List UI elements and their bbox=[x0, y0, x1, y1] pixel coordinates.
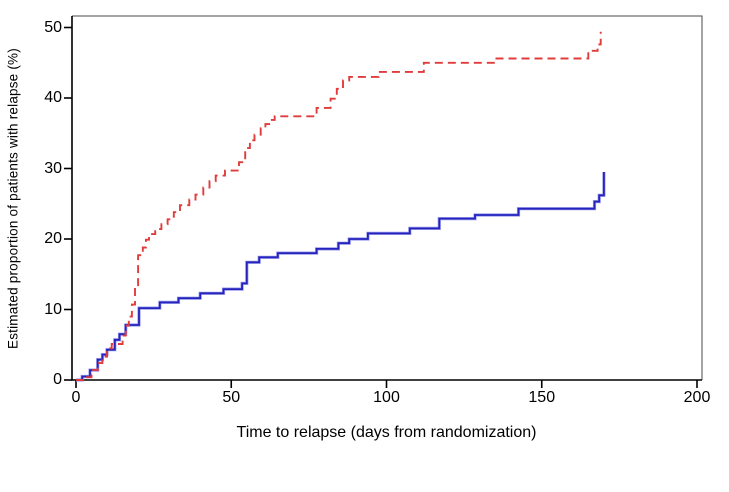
y-tick-label: 0 bbox=[53, 371, 62, 388]
y-tick-label: 20 bbox=[44, 230, 62, 247]
y-tick-label: 40 bbox=[44, 89, 62, 106]
y-tick-label: 30 bbox=[44, 159, 62, 177]
y-axis-title: Estimated proportion of patients with re… bbox=[5, 48, 21, 350]
legend: Desvenlafaxine Extended-Release Tablets … bbox=[0, 455, 729, 489]
plot-frame bbox=[72, 15, 703, 380]
series-desvenlafaxine-line bbox=[76, 172, 605, 381]
series-desvenlafaxine-halo bbox=[76, 172, 606, 382]
y-tick-label: 10 bbox=[44, 300, 62, 318]
x-tick-label: 50 bbox=[222, 389, 241, 406]
y-tick-label: 50 bbox=[44, 18, 62, 36]
axis-lines bbox=[71, 16, 702, 381]
x-tick-label: 150 bbox=[528, 389, 556, 406]
x-tick-label: 0 bbox=[71, 389, 81, 406]
x-tick-label: 200 bbox=[683, 389, 711, 406]
x-axis-title: Time to relapse (days from randomization… bbox=[236, 424, 537, 441]
series-placebo-line bbox=[76, 31, 602, 381]
x-tick-label: 100 bbox=[373, 389, 400, 406]
